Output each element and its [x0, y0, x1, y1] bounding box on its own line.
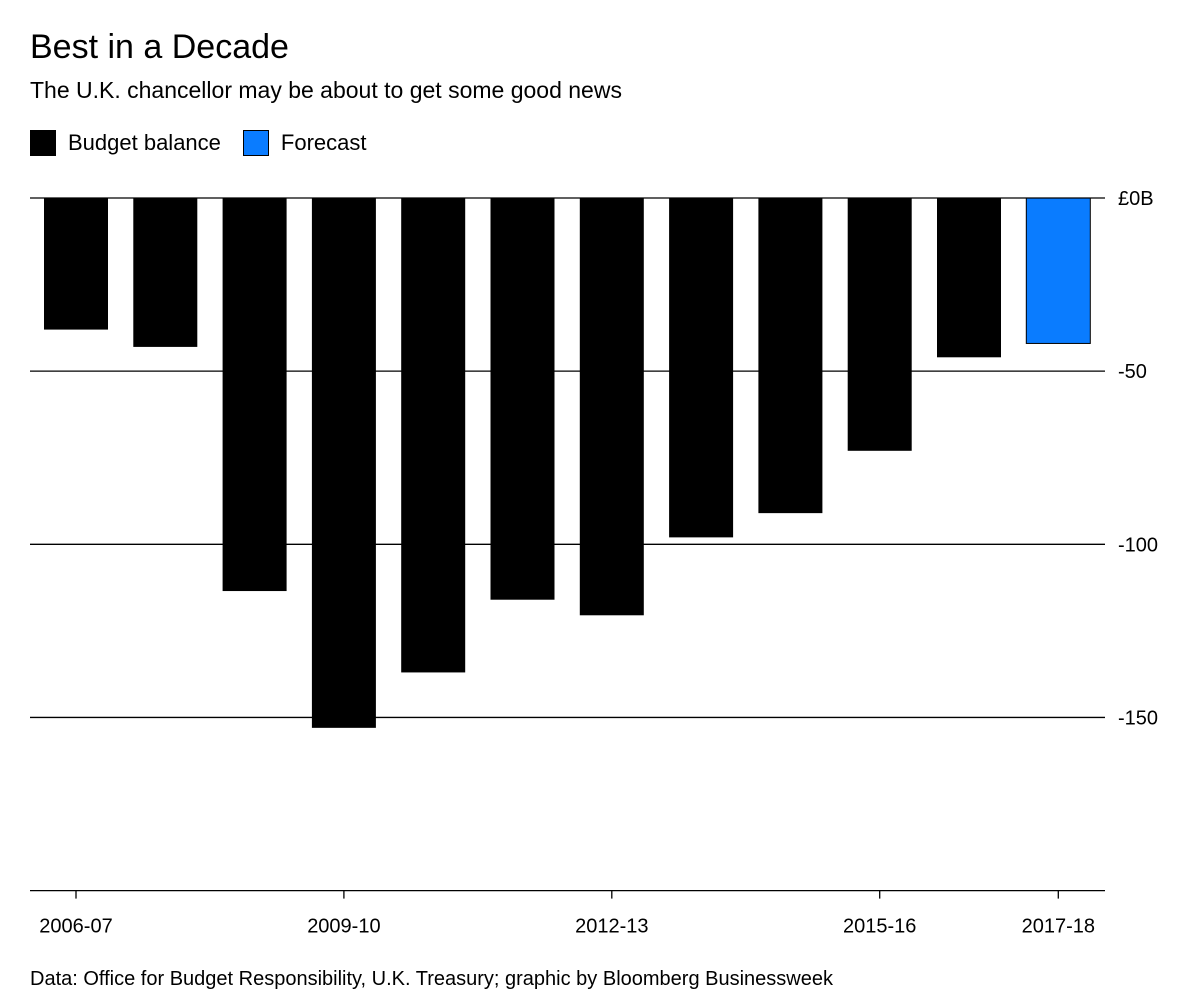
source-note: Data: Office for Budget Responsibility, … — [30, 968, 833, 990]
bar-2007-08 — [133, 198, 198, 347]
legend-swatch-budget-balance — [30, 130, 56, 156]
chart-title: Best in a Decade — [30, 28, 289, 66]
legend-swatch-forecast — [242, 130, 269, 156]
x-tick-label: 2009-10 — [307, 916, 380, 938]
bar-2009-10 — [311, 198, 376, 728]
legend-item-budget-balance: Budget balance — [30, 130, 221, 156]
y-tick-label: -150 — [1118, 707, 1158, 729]
bar-2014-15 — [758, 198, 823, 514]
y-tick-label: £0B — [1118, 188, 1154, 210]
legend: Budget balance Forecast — [30, 130, 389, 156]
bar-2016-17 — [937, 198, 1001, 358]
bar-2006-07 — [44, 198, 108, 330]
bar-2008-09 — [222, 198, 287, 592]
bar-2012-13 — [579, 198, 644, 616]
bar-2010-11 — [401, 198, 466, 673]
x-tick-label: 2015-16 — [843, 916, 916, 938]
x-tick-label: 2006-07 — [39, 916, 112, 938]
bar-2011-12 — [490, 198, 555, 600]
bar-2015-16 — [847, 198, 912, 451]
legend-item-forecast: Forecast — [242, 130, 367, 156]
x-tick-label: 2017-18 — [1022, 916, 1095, 938]
legend-label: Forecast — [280, 130, 367, 155]
chart-subtitle: The U.K. chancellor may be about to get … — [30, 77, 622, 103]
x-tick-label: 2012-13 — [575, 916, 648, 938]
legend-label: Budget balance — [68, 130, 221, 155]
bar-2013-14 — [669, 198, 734, 538]
y-tick-label: -50 — [1118, 361, 1147, 383]
y-tick-label: -100 — [1118, 534, 1158, 556]
bar-2017-18 — [1025, 197, 1091, 344]
